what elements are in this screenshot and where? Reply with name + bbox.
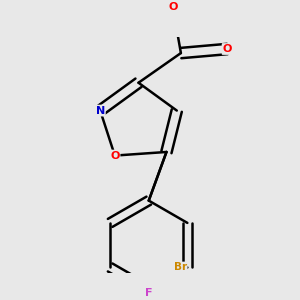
- Text: Br: Br: [174, 262, 187, 272]
- Text: F: F: [145, 288, 152, 298]
- Text: O: O: [110, 151, 119, 160]
- Text: O: O: [223, 44, 232, 54]
- Text: O: O: [168, 2, 178, 12]
- Text: N: N: [96, 106, 105, 116]
